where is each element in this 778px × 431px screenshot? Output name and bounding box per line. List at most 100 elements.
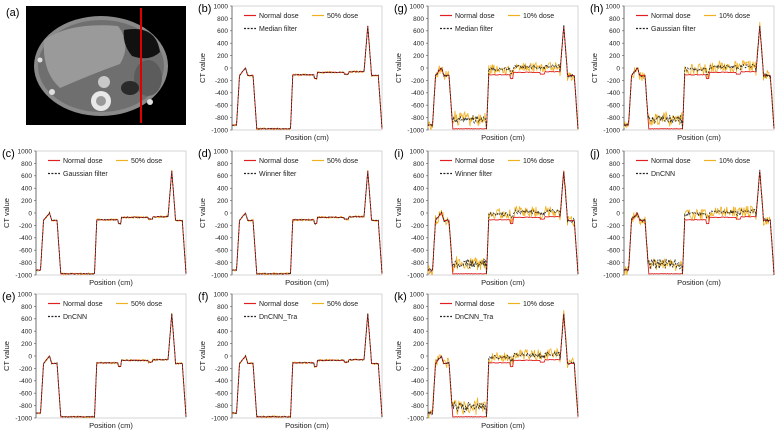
y-tick-label-c: 800 — [21, 161, 32, 168]
legend-entry-e: 50% dose — [131, 301, 162, 308]
legend-entry-g: Median filter — [455, 26, 494, 33]
chart-panel-d: (d) -1000 -800 -600 -400 -200 0 200 400 600 800 100… — [198, 148, 383, 287]
y-tick-label-g: -400 — [411, 90, 424, 97]
panel-label-h: (h) — [590, 3, 603, 15]
legend-entry-c: Gaussian filter — [63, 171, 108, 178]
series-filter-j — [623, 169, 775, 276]
chart-panel-h: (h) -1000 -800 -600 -400 -200 0 200 400 600 800 100… — [590, 3, 775, 142]
y-tick-label-i: 1000 — [410, 148, 425, 155]
y-tick-label-h: 200 — [609, 53, 620, 60]
y-tick-label-b: 400 — [217, 41, 228, 48]
legend-entry-f: DnCNN_Tra — [259, 314, 297, 321]
series-normal-f — [231, 313, 383, 418]
y-tick-label-c: 600 — [21, 173, 32, 180]
charts-container: (b) -1000 -800 -600 -400 -200 0 200 400 600 800 100… — [2, 3, 775, 430]
series-filter-e — [35, 313, 187, 418]
series-filter-g — [427, 24, 579, 131]
legend-entry-e: Normal dose — [63, 301, 103, 308]
y-tick-label-f: 1000 — [214, 291, 229, 298]
y-tick-label-c: 200 — [21, 198, 32, 205]
y-tick-label-k: -800 — [411, 403, 424, 410]
y-tick-label-d: -200 — [215, 223, 228, 230]
y-axis-label-g: CT value — [394, 53, 403, 83]
ct-panel-label: (a) — [6, 7, 19, 19]
y-tick-label-k: 600 — [413, 316, 424, 323]
y-tick-label-i: 0 — [420, 210, 424, 217]
y-tick-label-e: 0 — [28, 353, 32, 360]
y-tick-label-b: -600 — [215, 103, 228, 110]
y-tick-label-h: -200 — [607, 78, 620, 85]
x-axis-label-j: Position (cm) — [677, 278, 721, 287]
series-dose-e — [35, 313, 187, 419]
y-tick-label-i: -600 — [411, 248, 424, 255]
series-filter-h — [623, 25, 775, 129]
series-normal-b — [231, 25, 383, 130]
legend-entry-e: DnCNN — [63, 314, 87, 321]
y-tick-label-f: -1000 — [211, 415, 228, 422]
y-tick-label-h: -1000 — [603, 127, 620, 134]
series-dose-g — [427, 29, 579, 131]
legend-entry-h: 10% dose — [719, 13, 750, 20]
y-tick-label-h: 1000 — [606, 3, 621, 10]
y-tick-label-g: 400 — [413, 41, 424, 48]
y-tick-label-j: -1000 — [603, 272, 620, 279]
y-tick-label-b: -400 — [215, 90, 228, 97]
panel-label-d: (d) — [198, 148, 211, 160]
y-tick-label-d: 1000 — [214, 148, 229, 155]
y-tick-label-c: 400 — [21, 186, 32, 193]
y-tick-label-j: -400 — [607, 235, 620, 242]
y-tick-label-d: 200 — [217, 198, 228, 205]
y-tick-label-e: 400 — [21, 329, 32, 336]
y-tick-label-j: 400 — [609, 186, 620, 193]
y-tick-label-i: 800 — [413, 161, 424, 168]
ct-image-panel: (a) — [6, 6, 186, 125]
series-normal-g — [427, 25, 579, 130]
y-tick-label-h: 400 — [609, 41, 620, 48]
y-tick-label-i: -1000 — [407, 272, 424, 279]
legend-entry-g: 10% dose — [523, 13, 554, 20]
y-tick-label-g: 800 — [413, 16, 424, 23]
x-axis-label-g: Position (cm) — [481, 133, 525, 142]
y-tick-label-d: -600 — [215, 248, 228, 255]
ct-rib — [147, 99, 153, 105]
series-dose-k — [427, 310, 579, 419]
legend-entry-k: Normal dose — [455, 301, 495, 308]
y-axis-label-h: CT value — [590, 53, 599, 83]
x-axis-label-c: Position (cm) — [89, 278, 133, 287]
y-tick-label-j: 0 — [616, 210, 620, 217]
y-tick-label-j: 1000 — [606, 148, 621, 155]
y-tick-label-g: 600 — [413, 28, 424, 35]
y-tick-label-c: 1000 — [18, 148, 33, 155]
y-tick-label-e: -400 — [19, 378, 32, 385]
y-tick-label-g: -1000 — [407, 127, 424, 134]
plot-frame-b — [231, 5, 383, 131]
series-filter-c — [36, 171, 187, 275]
ct-bowel — [121, 81, 139, 95]
y-tick-label-e: -200 — [19, 366, 32, 373]
y-tick-label-i: -200 — [411, 223, 424, 230]
y-tick-label-e: 1000 — [18, 291, 33, 298]
y-tick-label-j: -600 — [607, 248, 620, 255]
ct-rib — [49, 89, 55, 95]
legend-entry-j: DnCNN — [651, 171, 675, 178]
panel-label-e: (e) — [2, 291, 15, 303]
legend-entry-b: Normal dose — [259, 13, 299, 20]
plot-frame-c — [35, 150, 187, 276]
y-tick-label-k: 200 — [413, 341, 424, 348]
ct-liver — [43, 25, 126, 88]
legend-entry-b: 50% dose — [327, 13, 358, 20]
legend-entry-d: 50% dose — [327, 158, 358, 165]
y-tick-label-e: 800 — [21, 304, 32, 311]
y-axis-label-e: CT value — [2, 341, 11, 371]
y-tick-label-f: -600 — [215, 391, 228, 398]
panel-label-c: (c) — [2, 148, 15, 160]
y-tick-label-k: -1000 — [407, 415, 424, 422]
series-normal-e — [35, 313, 187, 418]
series-normal-i — [427, 170, 579, 275]
y-tick-label-d: -800 — [215, 260, 228, 267]
y-tick-label-c: -400 — [19, 235, 32, 242]
y-tick-label-k: -600 — [411, 391, 424, 398]
legend-entry-j: Normal dose — [651, 158, 691, 165]
x-axis-label-h: Position (cm) — [677, 133, 721, 142]
